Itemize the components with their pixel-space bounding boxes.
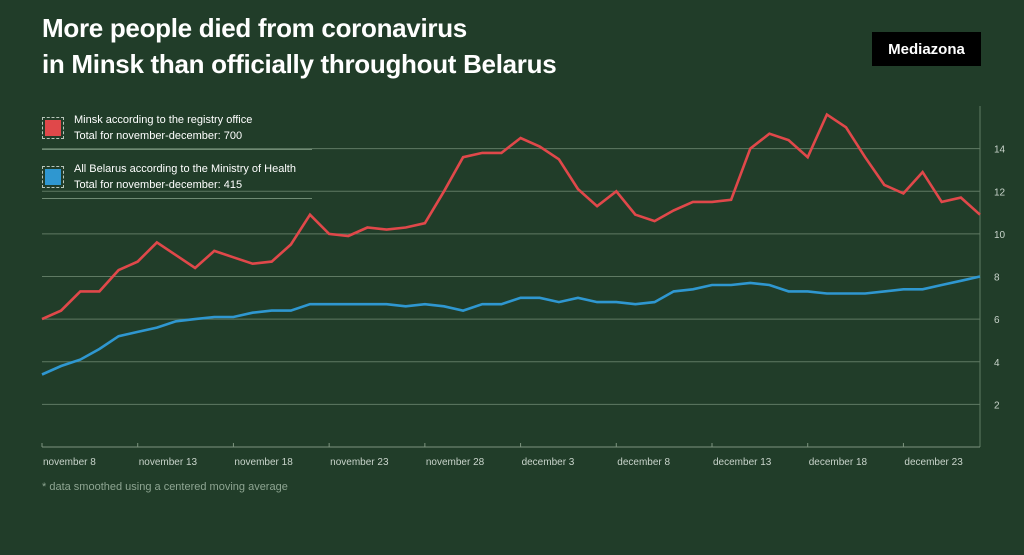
legend-item-minsk: Minsk according to the registry office T… — [42, 110, 312, 150]
legend: Minsk according to the registry office T… — [42, 110, 312, 208]
legend-swatch-frame — [42, 117, 64, 139]
legend-total-belarus: Total for november-december: 415 — [74, 179, 243, 191]
title-line-1: More people died from coronavirus — [42, 13, 467, 43]
x-tick-label: december 3 — [522, 457, 575, 468]
y-tick-label: 12 — [994, 187, 1006, 198]
x-tick-label: november 13 — [139, 457, 198, 468]
legend-item-belarus: All Belarus according to the Ministry of… — [42, 159, 312, 199]
series-lines — [41, 112, 981, 376]
x-axis-ticks: november 8 november 13 november 18 november… — [41, 443, 963, 468]
x-tick-label: november 28 — [426, 457, 485, 468]
x-tick-label: november 23 — [330, 457, 389, 468]
y-axis-ticks: 2 4 6 8 10 12 14 — [994, 145, 1006, 412]
legend-label-minsk: Minsk according to the registry office — [74, 114, 253, 126]
mediazona-logo: Mediazona — [872, 32, 981, 66]
y-tick-label: 14 — [994, 145, 1006, 156]
title-line-2: in Minsk than officially throughout Bela… — [42, 49, 557, 79]
x-tick-label: december 23 — [904, 457, 963, 468]
x-tick-label: december 13 — [713, 457, 772, 468]
chart-title: More people died from coronavirus in Min… — [42, 10, 557, 82]
legend-swatch-frame — [42, 166, 64, 188]
y-tick-label: 6 — [994, 315, 1000, 326]
y-tick-label: 2 — [994, 400, 1000, 411]
y-tick-label: 8 — [994, 273, 1000, 284]
footnote: * data smoothed using a centered moving … — [42, 481, 288, 493]
y-tick-label: 10 — [994, 230, 1006, 241]
series-line-minsk — [41, 112, 981, 321]
legend-total-minsk: Total for november-december: 700 — [74, 130, 243, 142]
series-line-belarus — [41, 275, 981, 376]
legend-label-belarus: All Belarus according to the Ministry of… — [74, 163, 296, 175]
x-tick-label: november 8 — [43, 457, 96, 468]
x-tick-label: december 8 — [617, 457, 670, 468]
red-swatch-icon — [45, 120, 61, 136]
blue-swatch-icon — [45, 169, 61, 185]
y-tick-label: 4 — [994, 358, 1000, 369]
x-tick-label: november 18 — [234, 457, 293, 468]
x-tick-label: december 18 — [809, 457, 868, 468]
